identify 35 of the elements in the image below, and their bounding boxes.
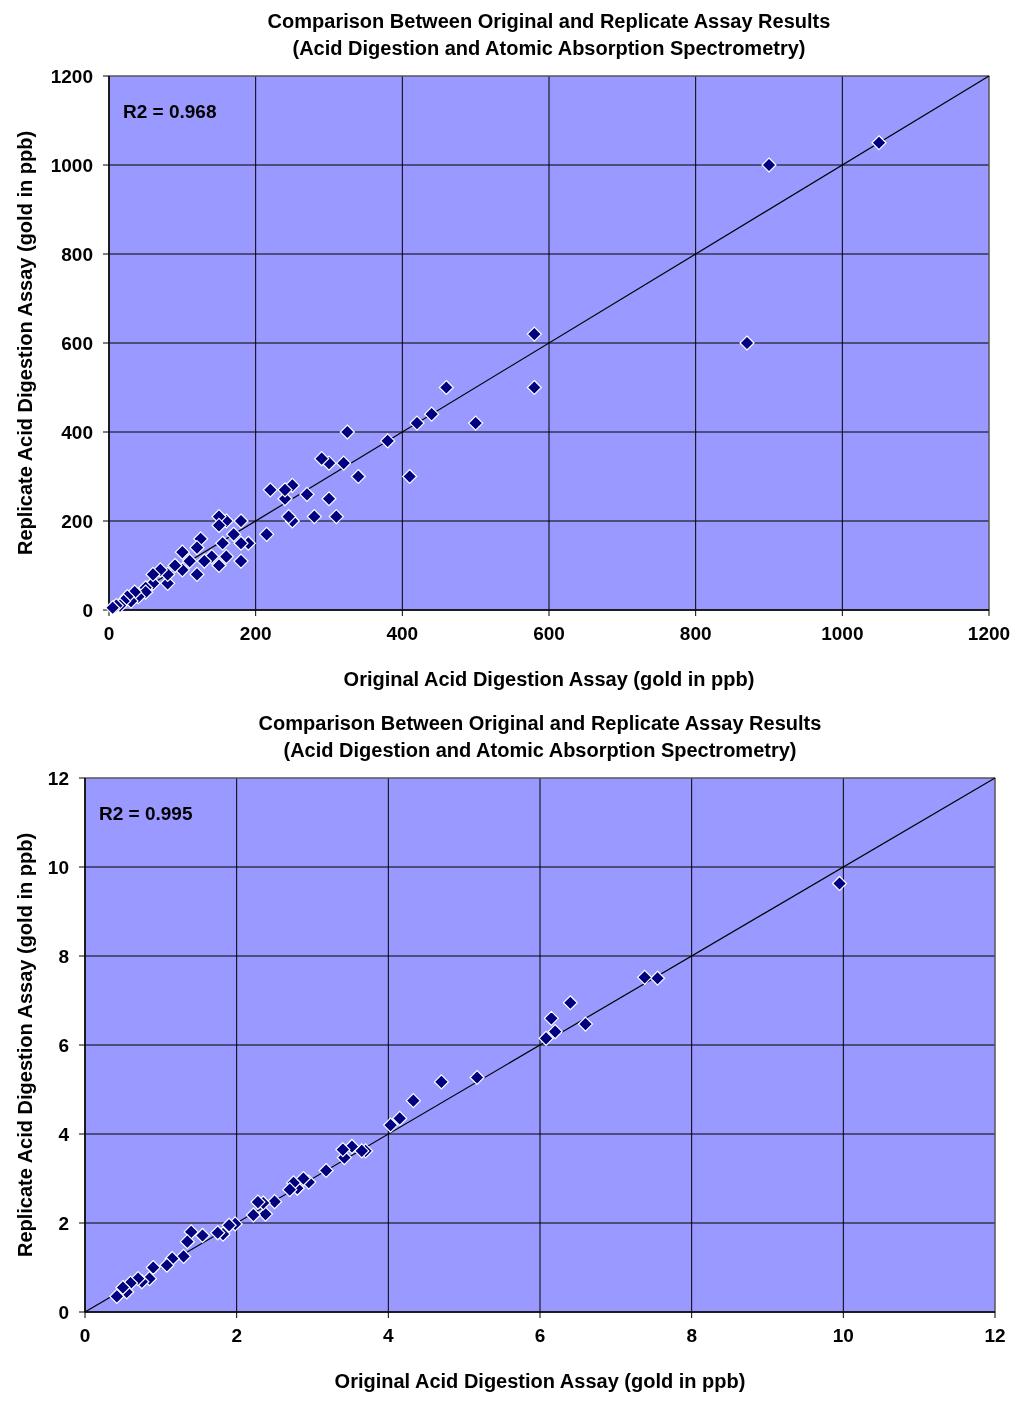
chart-title: Comparison Between Original and Replicate Assay Results (Acid Digestion and Atomic Absorption Spectrometry) xyxy=(267,10,831,59)
x-tick-label: 800 xyxy=(679,623,712,644)
x-tick-label: 0 xyxy=(103,623,115,644)
y-tick-label: 800 xyxy=(61,244,93,265)
y-tick-label: 8 xyxy=(58,946,69,967)
x-tick-label: 10 xyxy=(832,1325,854,1346)
y-tick-label: 4 xyxy=(58,1124,70,1145)
x-tick-label: 600 xyxy=(533,623,565,644)
y-tick-label: 0 xyxy=(58,1302,69,1323)
y-tick-label: 0 xyxy=(82,600,93,621)
x-tick-label: 1200 xyxy=(967,623,1011,644)
x-tick-label: 12 xyxy=(984,1325,1006,1346)
y-tick-label: 400 xyxy=(61,422,93,443)
y-tick-label: 2 xyxy=(58,1213,69,1234)
x-tick-label: 8 xyxy=(686,1325,697,1346)
y-tick-label: 200 xyxy=(61,511,93,532)
x-tick-label: 400 xyxy=(386,623,419,644)
annotation: R2 = 0.968 xyxy=(123,101,217,122)
y-tick-label: 600 xyxy=(61,333,93,354)
y-tick-label: 6 xyxy=(58,1035,69,1056)
x-axis-title: Original Acid Digestion Assay (gold in ppb) xyxy=(334,1370,746,1392)
x-axis-title: Original Acid Digestion Assay (gold in ppb) xyxy=(343,668,755,690)
y-tick-label: 12 xyxy=(47,768,69,789)
y-axis-title: Replicate Acid Digestion Assay (gold in ppb) xyxy=(14,130,36,556)
x-tick-label: 2 xyxy=(231,1325,242,1346)
chart-title: Comparison Between Original and Replicate Assay Results (Acid Digestion and Atomic Absorption Spectrometry) xyxy=(258,712,822,761)
annotation: R2 = 0.995 xyxy=(99,803,193,824)
y-tick-label: 1200 xyxy=(50,66,93,87)
y-tick-label: 10 xyxy=(47,857,69,878)
x-tick-label: 6 xyxy=(534,1325,546,1346)
x-tick-label: 4 xyxy=(383,1325,395,1346)
y-tick-label: 1000 xyxy=(50,155,93,176)
x-tick-label: 1000 xyxy=(821,623,864,644)
y-axis-title: Replicate Acid Digestion Assay (gold in ppb) xyxy=(14,832,36,1258)
x-tick-label: 200 xyxy=(239,623,272,644)
